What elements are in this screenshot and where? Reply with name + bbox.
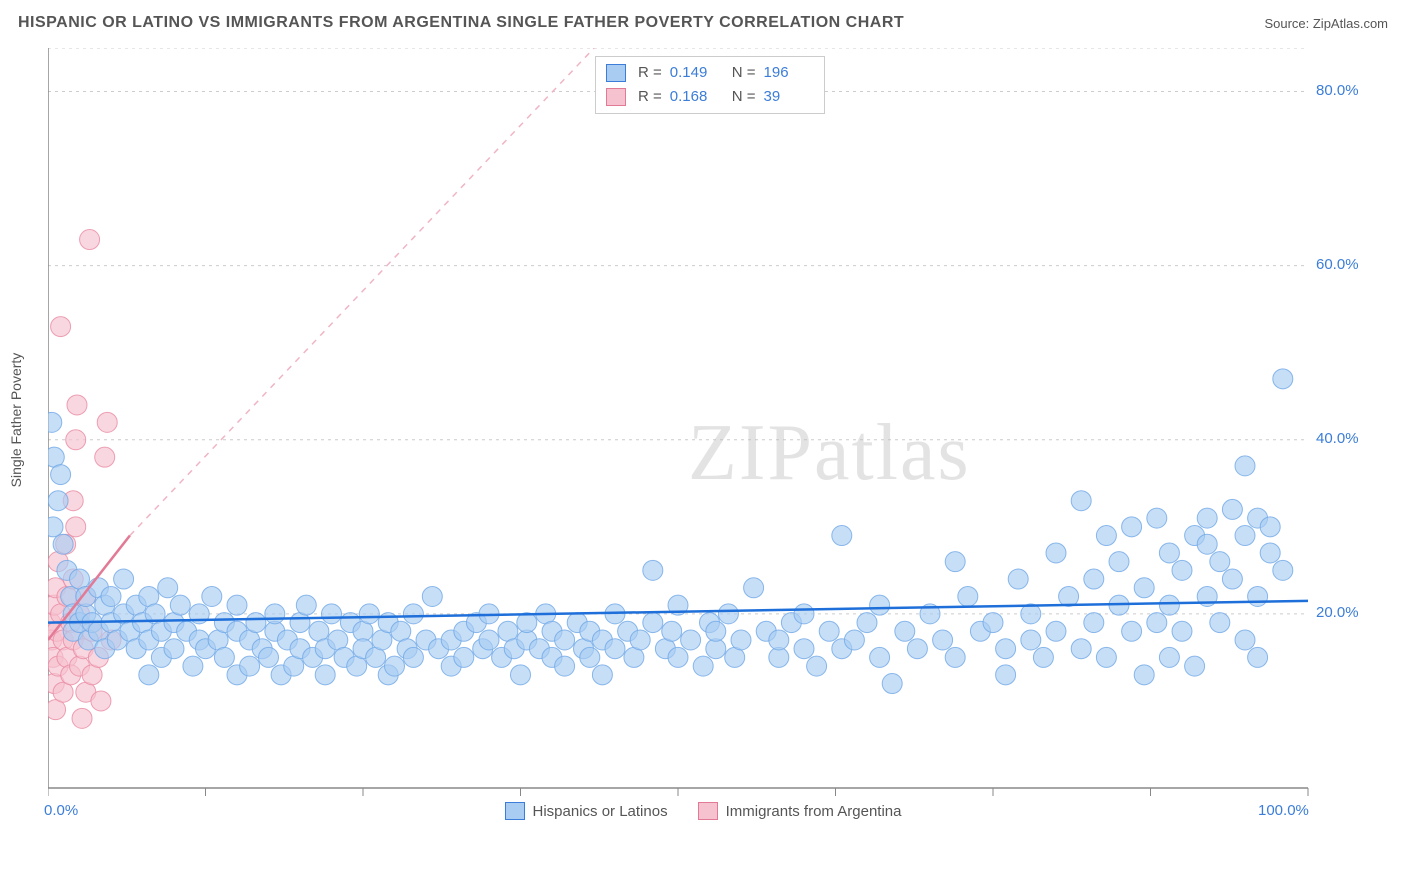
swatch-blue-icon (606, 64, 626, 82)
header: HISPANIC OR LATINO VS IMMIGRANTS FROM AR… (18, 14, 1388, 32)
y-tick-label: 40.0% (1316, 430, 1359, 447)
y-tick-label: 80.0% (1316, 82, 1359, 99)
chart-title: HISPANIC OR LATINO VS IMMIGRANTS FROM AR… (18, 14, 904, 32)
blue-swatch-icon (505, 802, 525, 820)
swatch-pink-icon (606, 88, 626, 106)
series-legend: Hispanics or Latinos Immigrants from Arge… (48, 802, 1358, 820)
y-axis-label: Single Father Poverty (8, 353, 24, 488)
source-attribution: Source: ZipAtlas.com (1264, 16, 1388, 31)
chart-area: ZIPatlas R = 0.149 N = 196 R = 0.168 N =… (48, 48, 1358, 808)
pink-swatch-icon (698, 802, 718, 820)
legend-item: Immigrants from Argentina (698, 802, 902, 820)
legend-label: Hispanics or Latinos (533, 803, 668, 820)
stats-row-pink: R = 0.168 N = 39 (606, 85, 814, 109)
legend-item: Hispanics or Latinos (505, 802, 668, 820)
legend-label: Immigrants from Argentina (726, 803, 902, 820)
stats-row-blue: R = 0.149 N = 196 (606, 61, 814, 85)
y-tick-label: 60.0% (1316, 256, 1359, 273)
scatter-plot (48, 48, 1358, 808)
y-tick-label: 20.0% (1316, 604, 1359, 621)
stats-legend: R = 0.149 N = 196 R = 0.168 N = 39 (595, 56, 825, 114)
